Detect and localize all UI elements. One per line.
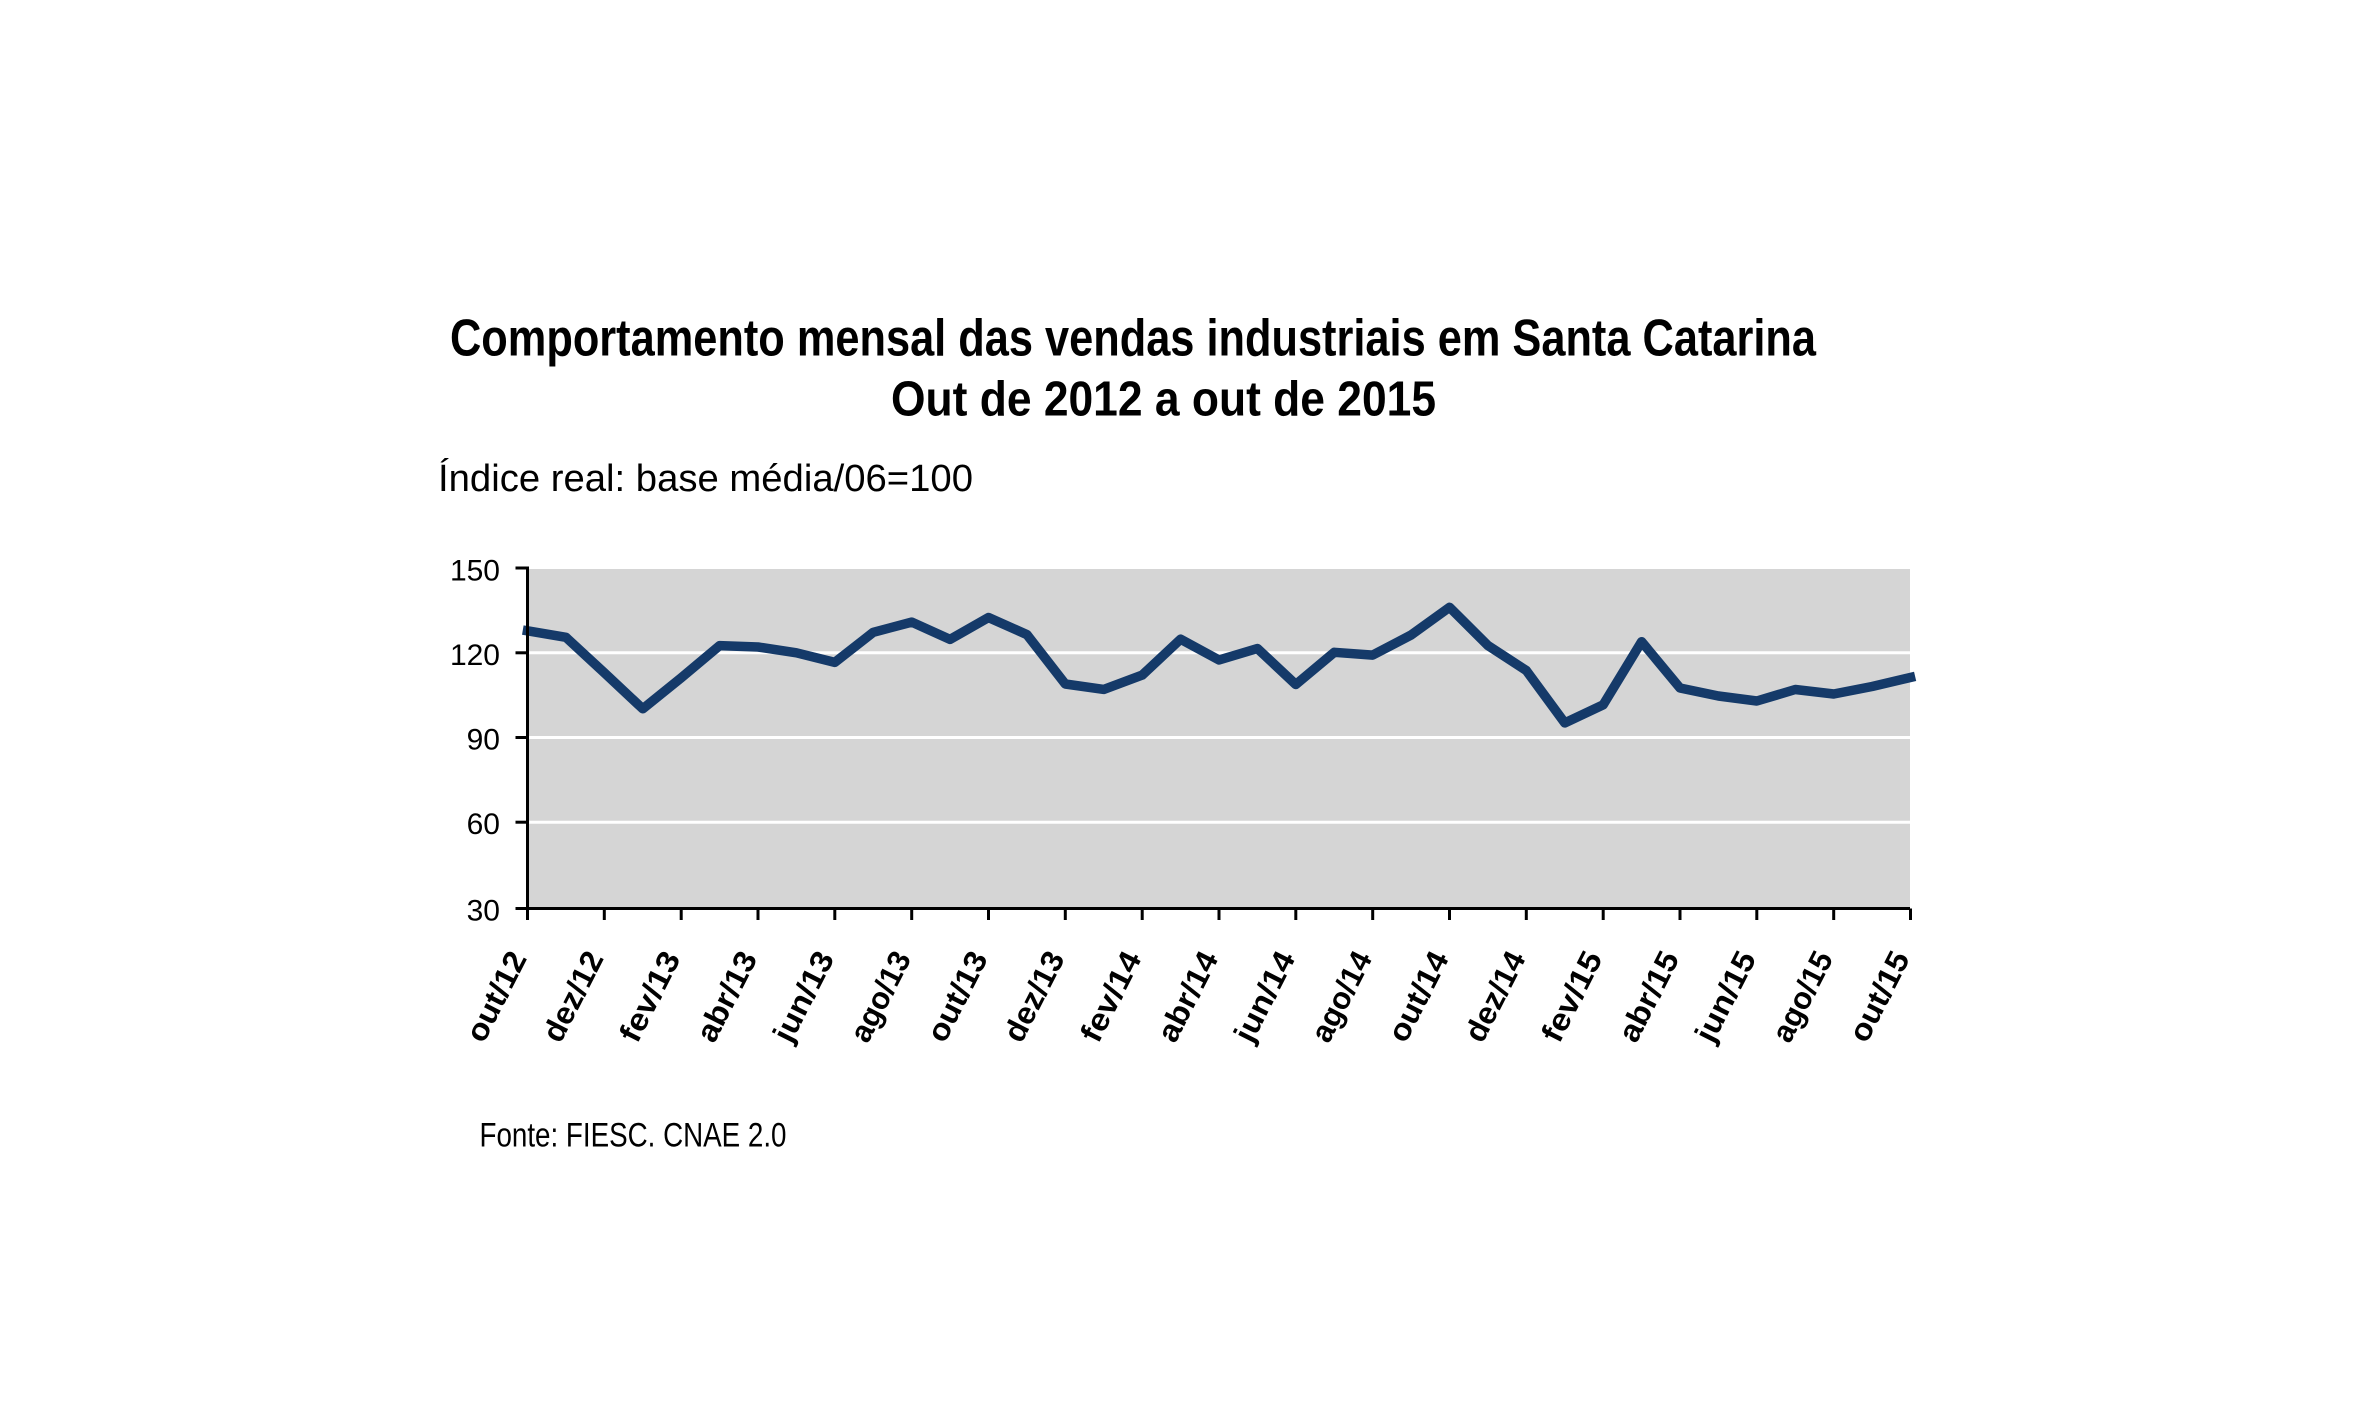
svg-text:Out de 2012 a out de 2015: Out de 2012 a out de 2015 — [891, 372, 1436, 427]
svg-text:30: 30 — [467, 894, 500, 927]
svg-text:Comportamento mensal das venda: Comportamento mensal das vendas industri… — [450, 310, 1817, 368]
svg-text:60: 60 — [467, 808, 500, 841]
svg-text:Fonte: FIESC. CNAE 2.0: Fonte: FIESC. CNAE 2.0 — [480, 1117, 787, 1155]
svg-text:120: 120 — [450, 639, 500, 672]
svg-text:90: 90 — [467, 723, 500, 756]
svg-text:150: 150 — [450, 554, 500, 587]
svg-text:Índice real: base média/06=100: Índice real: base média/06=100 — [438, 457, 973, 500]
